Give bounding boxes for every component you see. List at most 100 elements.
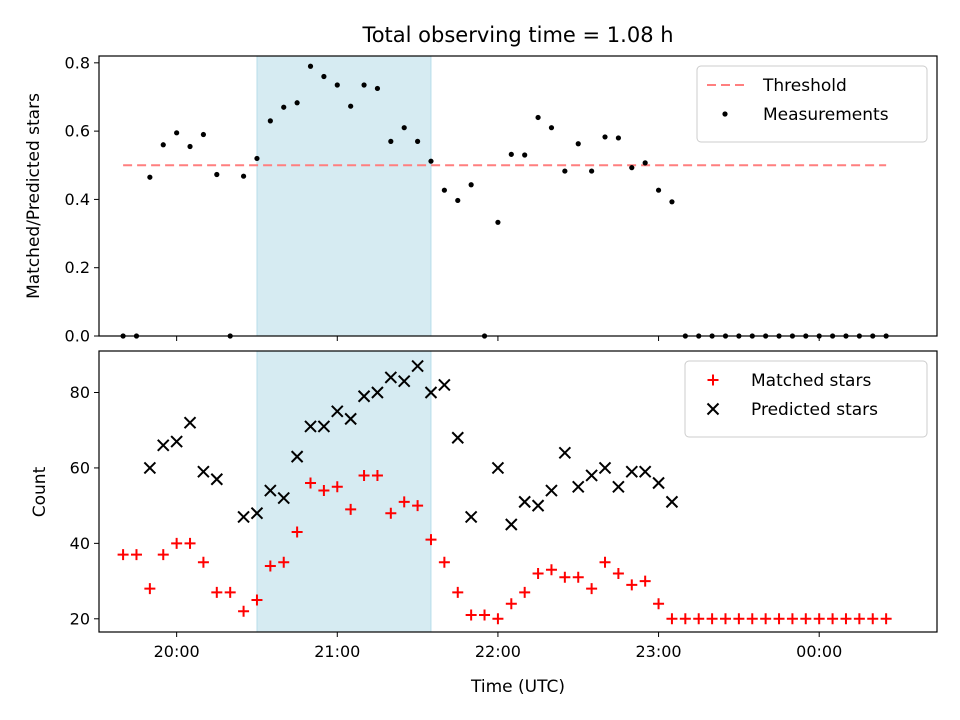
data-point: [575, 141, 581, 147]
data-point: [638, 465, 652, 478]
data-point: [304, 420, 317, 433]
legend: Matched stars Predicted stars: [684, 360, 928, 438]
data-point: [281, 104, 287, 110]
data-point: [491, 461, 505, 475]
y-tick-label: 80: [70, 383, 90, 402]
bottom-axes: 20 40 60 80 20:00 21:00 22:00 23:00 00:00 Matched…: [70, 350, 938, 661]
data-point: [572, 571, 584, 583]
data-point: [291, 526, 303, 538]
y-tick: 0.6: [65, 122, 99, 141]
data-point: [693, 613, 705, 625]
data-point: [719, 613, 731, 625]
highlight-span: [256, 350, 432, 633]
data-point: [334, 82, 340, 88]
data-point: [371, 469, 383, 481]
data-point: [290, 450, 304, 463]
legend-label: Predicted stars: [751, 400, 878, 420]
y-tick: 80: [70, 383, 99, 402]
data-point: [615, 135, 621, 141]
x-tick: 21:00: [314, 632, 360, 661]
data-point: [250, 506, 264, 520]
data-point: [531, 499, 545, 512]
data-point: [589, 168, 595, 174]
data-point: [264, 560, 276, 572]
legend-label: Matched stars: [751, 371, 871, 391]
y-tick-label: 0.8: [65, 53, 90, 72]
top-axes: 0.0 0.2 0.4 0.6 0.8 Threshold Measurements: [65, 53, 938, 346]
data-point: [562, 168, 568, 174]
top-y-axis-label: Matched/Predicted stars: [24, 93, 44, 299]
legend-label: Threshold: [762, 76, 847, 96]
data-point: [441, 187, 447, 193]
data-point: [612, 480, 625, 493]
data-point: [706, 613, 718, 625]
data-point: [318, 485, 330, 497]
y-tick-label: 40: [70, 534, 90, 553]
data-point: [385, 507, 397, 519]
legend-label: Measurements: [763, 105, 889, 125]
data-point: [519, 586, 531, 598]
data-point: [411, 359, 424, 373]
data-point: [187, 143, 193, 150]
data-point: [532, 568, 544, 580]
x-tick-label: 00:00: [796, 642, 842, 661]
data-point: [331, 481, 343, 493]
data-point: [345, 503, 357, 515]
data-point: [585, 469, 598, 482]
data-point: [438, 378, 451, 392]
axes-frame: [98, 55, 938, 337]
data-point: [465, 609, 477, 621]
data-point: [786, 613, 798, 625]
data-point: [558, 446, 572, 460]
data-point: [468, 182, 474, 188]
data-point: [157, 549, 169, 561]
data-point: [652, 476, 665, 490]
data-point: [147, 174, 153, 180]
data-point: [331, 405, 344, 418]
series-matched-stars: [117, 469, 892, 625]
data-point: [629, 165, 635, 171]
data-point: [412, 500, 424, 512]
data-point: [464, 510, 478, 524]
data-point: [669, 199, 675, 205]
data-point: [880, 613, 892, 625]
bottom-y-axis-label: Count: [30, 466, 50, 517]
data-point: [224, 586, 236, 598]
data-point: [586, 583, 598, 595]
series-predicted-stars: [143, 359, 679, 531]
data-point: [505, 598, 517, 610]
data-point: [535, 114, 541, 121]
data-point: [438, 556, 450, 568]
data-point: [545, 484, 558, 497]
y-tick: 60: [70, 458, 99, 477]
x-tick: 23:00: [636, 632, 682, 661]
axes-frame: [98, 350, 938, 633]
x-tick-label: 21:00: [314, 642, 360, 661]
data-point: [518, 495, 531, 509]
data-point: [317, 420, 331, 433]
data-point: [197, 465, 210, 478]
data-point: [428, 158, 434, 164]
legend-entry: Predicted stars: [706, 400, 878, 420]
data-point: [321, 73, 327, 80]
data-point: [384, 371, 398, 384]
data-point: [388, 138, 394, 144]
chart-title: Total observing time = 1.08 h: [361, 23, 673, 47]
data-point: [626, 579, 638, 591]
data-point: [184, 537, 196, 549]
data-point: [254, 155, 260, 162]
legend-entry: Matched stars: [707, 371, 871, 391]
data-point: [183, 416, 197, 429]
y-tick-label: 60: [70, 458, 90, 477]
data-point: [170, 435, 183, 448]
x-axis-label: Time (UTC): [470, 677, 565, 697]
data-point: [452, 586, 464, 598]
y-tick: 40: [70, 534, 99, 553]
data-point: [598, 461, 612, 475]
data-point: [348, 103, 354, 109]
data-point: [251, 594, 263, 606]
data-point: [733, 613, 745, 625]
data-point: [642, 160, 648, 166]
x-tick-label: 23:00: [636, 642, 682, 661]
data-point: [361, 82, 367, 88]
